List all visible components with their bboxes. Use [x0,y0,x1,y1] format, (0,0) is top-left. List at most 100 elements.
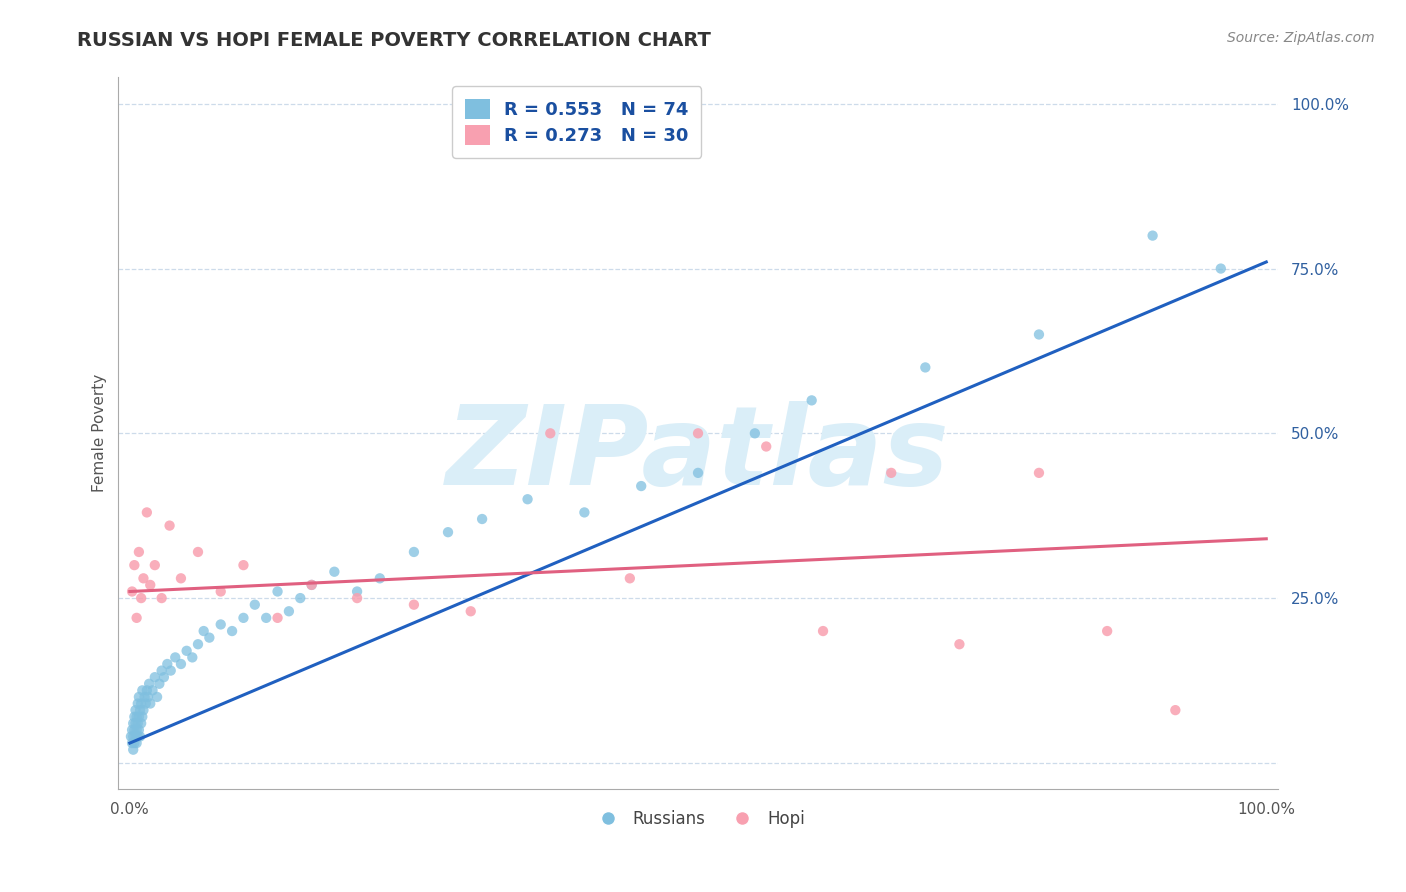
Y-axis label: Female Poverty: Female Poverty [93,375,107,492]
Point [134,690,156,704]
Point [122,742,145,756]
Point [121,723,143,737]
Point [187,637,209,651]
Text: RUSSIAN VS HOPI FEMALE POVERTY CORRELATION CHART: RUSSIAN VS HOPI FEMALE POVERTY CORRELATI… [77,31,711,50]
Point [150,591,173,606]
Point [127,697,149,711]
Point [744,426,766,441]
Point [914,360,936,375]
Point [143,558,166,573]
Point [221,624,243,638]
Point [266,611,288,625]
Point [153,670,176,684]
Point [138,677,160,691]
Point [516,492,538,507]
Point [574,505,596,519]
Point [686,466,709,480]
Point [402,545,425,559]
Point [129,716,152,731]
Point [176,644,198,658]
Point [124,730,146,744]
Point [346,591,368,606]
Point [159,518,181,533]
Point [619,571,641,585]
Point [460,604,482,618]
Point [209,617,232,632]
Point [125,723,148,737]
Point [127,730,149,744]
Point [187,545,209,559]
Point [301,578,323,592]
Point [368,571,391,585]
Point [132,703,155,717]
Point [209,584,232,599]
Point [800,393,823,408]
Point [686,426,709,441]
Point [128,710,150,724]
Point [811,624,834,638]
Point [127,716,149,731]
Point [1028,327,1050,342]
Point [193,624,215,638]
Point [124,710,146,724]
Point [129,697,152,711]
Point [1028,466,1050,480]
Point [131,683,153,698]
Point [124,716,146,731]
Point [125,710,148,724]
Point [125,611,148,625]
Point [136,690,159,704]
Point [139,697,162,711]
Point [243,598,266,612]
Point [159,664,181,678]
Text: ZIPatlas: ZIPatlas [446,401,950,508]
Point [165,650,187,665]
Point [141,683,163,698]
Point [122,730,145,744]
Point [128,690,150,704]
Point [346,584,368,599]
Point [131,710,153,724]
Point [125,736,148,750]
Point [437,525,460,540]
Point [538,426,561,441]
Point [132,571,155,585]
Point [124,703,146,717]
Point [135,505,157,519]
Point [121,584,143,599]
Point [120,730,142,744]
Point [129,703,152,717]
Point [880,466,903,480]
Point [277,604,299,618]
Point [143,670,166,684]
Point [1164,703,1187,717]
Point [129,591,152,606]
Point [266,584,288,599]
Point [181,650,204,665]
Text: Source: ZipAtlas.com: Source: ZipAtlas.com [1227,31,1375,45]
Point [232,558,254,573]
Point [146,690,169,704]
Point [124,736,146,750]
Point [139,578,162,592]
Legend: Russians, Hopi: Russians, Hopi [585,803,811,834]
Point [1095,624,1118,638]
Point [135,697,157,711]
Point [948,637,970,651]
Point [129,730,152,744]
Point [290,591,312,606]
Point [124,558,146,573]
Point [630,479,652,493]
Point [170,571,193,585]
Point [471,512,494,526]
Point [135,683,157,698]
Point [150,664,173,678]
Point [1142,228,1164,243]
Point [122,716,145,731]
Point [128,723,150,737]
Point [232,611,254,625]
Point [121,736,143,750]
Point [755,440,778,454]
Point [124,723,146,737]
Point [254,611,277,625]
